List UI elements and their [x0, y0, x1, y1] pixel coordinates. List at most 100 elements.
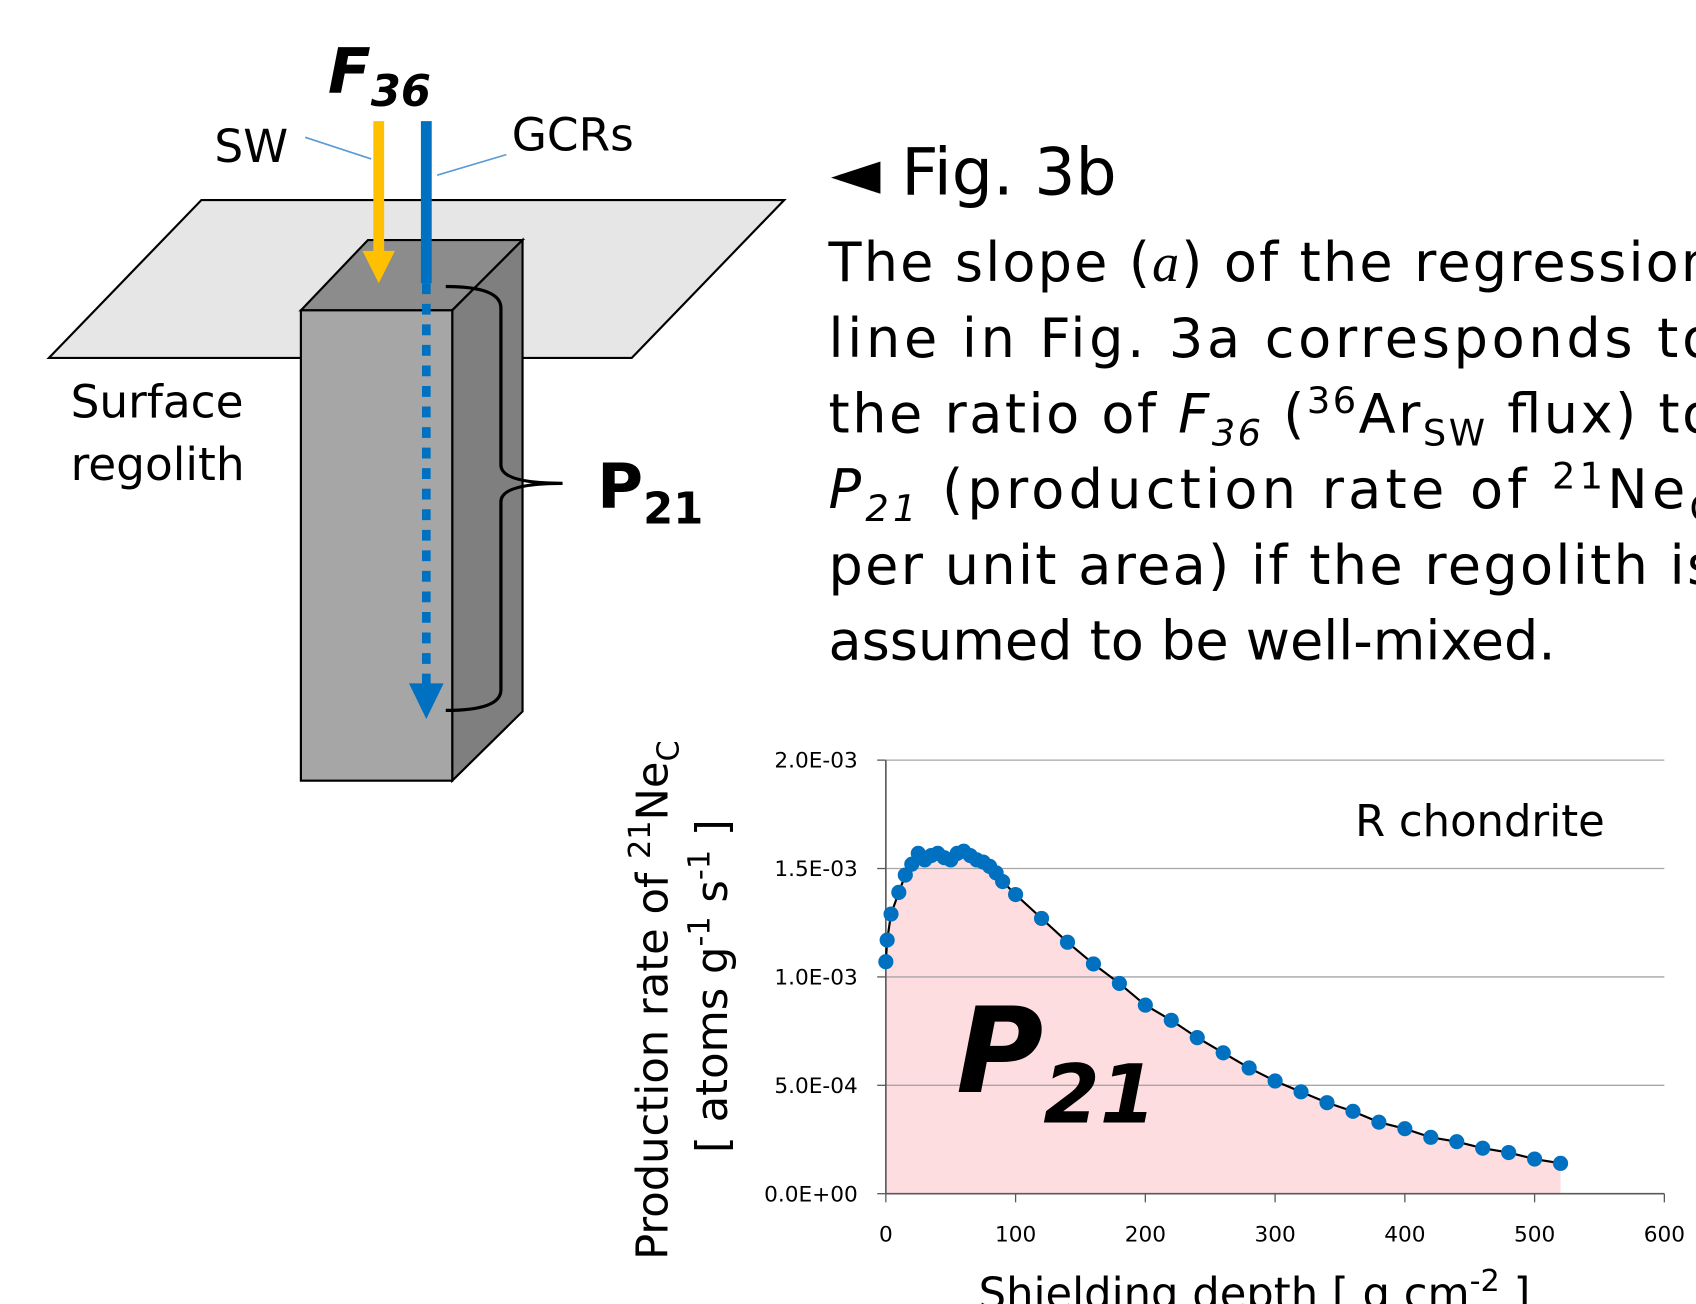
point [1371, 1114, 1387, 1130]
flux-subscript: 36 [371, 67, 431, 117]
diagram: F36 SW GCRs Surface regolith P21 [46, 35, 787, 784]
x-tick-label: 500 [1514, 1222, 1555, 1247]
point [1163, 1012, 1179, 1028]
x-tick-label: 300 [1254, 1222, 1295, 1247]
x-tick-label: 600 [1644, 1222, 1685, 1247]
text-italic: a [1152, 233, 1179, 293]
point [1008, 886, 1024, 903]
caption-heading: ◄ Fig. 3b [831, 136, 1117, 211]
point [1293, 1084, 1309, 1100]
text: Ne [628, 762, 678, 821]
big-symbol: P [956, 983, 1043, 1121]
gcr-leader [436, 153, 507, 176]
gcr-arrowhead [409, 683, 444, 720]
gcr-label: GCRs [512, 108, 634, 161]
column-side [451, 237, 524, 784]
y-tick-label: 1.0E-03 [774, 965, 857, 990]
text: s [688, 880, 738, 916]
point [878, 954, 894, 970]
point [879, 932, 895, 948]
caption-line: the ratio of F36 (36ArSW flux) to [829, 379, 1696, 454]
point [883, 906, 899, 922]
x-tick-label: 200 [1125, 1222, 1166, 1247]
text: Ne [1607, 458, 1685, 521]
caption: ◄ Fig. 3b The slope (a) of the regressio… [828, 136, 1696, 673]
point [1345, 1103, 1361, 1119]
text: (production rate of [921, 458, 1548, 521]
point [1059, 934, 1076, 950]
text-italic: P [829, 458, 862, 521]
point [1111, 975, 1127, 991]
text-subscript: C [1689, 487, 1696, 530]
text-superscript: 21 [623, 821, 658, 860]
text: Shielding depth [ g cm [979, 1269, 1470, 1304]
caption-line: per unit area) if the regolith is [829, 534, 1696, 597]
y-tick-label: 2.0E-03 [774, 749, 857, 774]
y-tick-label: 1.5E-03 [774, 857, 857, 882]
point [1215, 1045, 1231, 1061]
caption-line: P21 (production rate of 21NeC [829, 455, 1696, 530]
big-label: P21 [956, 983, 1156, 1142]
point [1085, 956, 1102, 972]
big-subscript: 21 [1043, 1048, 1156, 1142]
sw-label: SW [214, 120, 288, 173]
text-superscript: -1 [683, 916, 718, 946]
x-tick-label: 400 [1384, 1222, 1425, 1247]
text: The slope ( [828, 231, 1150, 294]
text: ) of the regression [1181, 231, 1696, 294]
text-subscript: 21 [865, 487, 916, 530]
caption-line: line in Fig. 3a corresponds to [829, 307, 1696, 370]
x-tick-label: 100 [995, 1222, 1036, 1247]
point [1033, 910, 1050, 926]
text: flux) to [1488, 383, 1696, 446]
point [1423, 1129, 1439, 1145]
point [891, 884, 907, 900]
text: [ atoms g [688, 947, 738, 1153]
p-label: P21 [597, 450, 703, 534]
caption-line: assumed to be well-mixed. [829, 610, 1556, 673]
chart: 0.0E+00 5.0E-04 1.0E-03 1.5E-03 2.0E-03 0 100 2… [623, 740, 1685, 1304]
flux-label: F36 [328, 35, 431, 117]
sw-leader [304, 136, 372, 160]
caption-line: The slope (a) of the regression [828, 231, 1696, 294]
text-superscript: 36 [1307, 379, 1356, 422]
point [1267, 1073, 1283, 1089]
flux-symbol: F [328, 35, 371, 108]
text: Ar [1359, 383, 1421, 446]
y-axis-label: [ atoms g-1 s-1 ] [683, 819, 738, 1153]
text-superscript: 21 [1552, 455, 1603, 498]
x-tick-label: 0 [879, 1222, 893, 1247]
text: ( [1264, 383, 1305, 446]
sw-arrowhead [362, 250, 395, 284]
point [1137, 997, 1153, 1013]
brace [445, 284, 563, 713]
point [1501, 1144, 1517, 1161]
x-axis-label: Shielding depth [ g cm-2 ] [979, 1264, 1531, 1304]
point [1319, 1095, 1335, 1111]
text: the ratio of [829, 383, 1176, 446]
annotation: R chondrite [1355, 797, 1605, 847]
y-tick-label: 0.0E+00 [764, 1182, 858, 1207]
surface-label: regolith [71, 438, 245, 491]
text: ] [688, 819, 738, 850]
p-symbol: P [597, 450, 643, 523]
text: ] [1500, 1269, 1531, 1304]
point [1552, 1155, 1569, 1171]
point [1189, 1030, 1205, 1046]
p-subscript: 21 [643, 484, 703, 534]
y-tick-label: 5.0E-04 [774, 1074, 857, 1099]
text-italic: F [1178, 383, 1210, 446]
text-subscript: C [651, 740, 686, 761]
surface-label: Surface [71, 375, 244, 428]
point [1475, 1140, 1491, 1156]
area [885, 851, 1561, 1194]
point [995, 873, 1011, 890]
text-superscript: -1 [683, 850, 718, 880]
text-subscript: SW [1423, 411, 1485, 454]
point [1397, 1121, 1413, 1137]
y-axis-label: Production rate of 21NeC [623, 740, 686, 1260]
point [1241, 1060, 1257, 1076]
text-subscript: 36 [1212, 411, 1261, 454]
